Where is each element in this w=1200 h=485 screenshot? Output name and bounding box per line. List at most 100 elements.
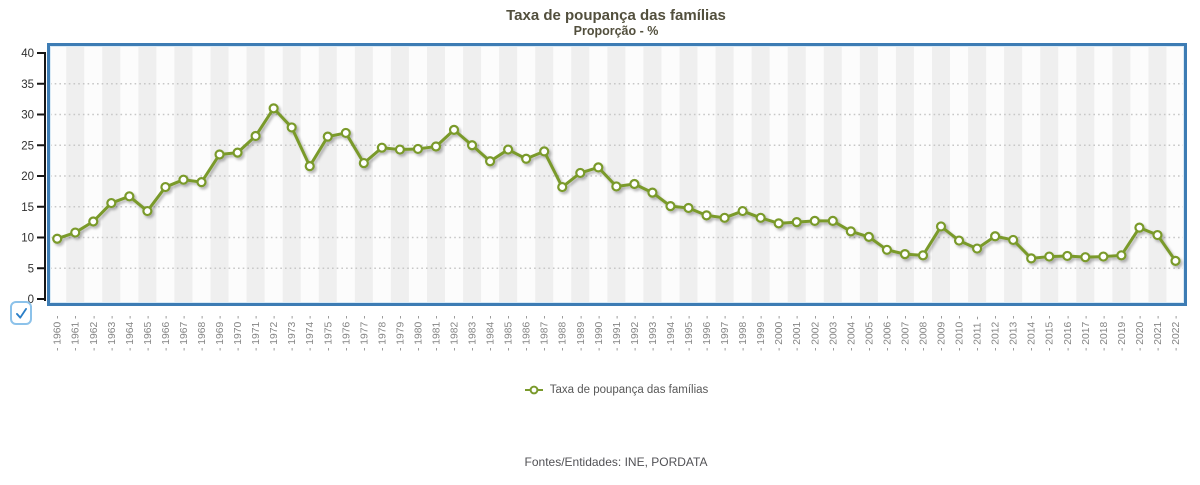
data-point[interactable] xyxy=(521,153,532,164)
data-point[interactable] xyxy=(466,140,478,151)
data-point[interactable] xyxy=(1080,252,1091,263)
data-point[interactable] xyxy=(647,187,658,198)
data-point[interactable] xyxy=(845,226,856,237)
data-point[interactable] xyxy=(827,215,838,226)
data-point[interactable] xyxy=(1044,251,1055,262)
x-axis-label: - 1994 - xyxy=(666,316,677,352)
x-axis-label: - 1975 - xyxy=(323,316,334,352)
data-point[interactable] xyxy=(503,144,514,155)
data-point[interactable] xyxy=(376,142,387,153)
data-point[interactable] xyxy=(412,143,424,155)
data-point[interactable] xyxy=(178,174,189,185)
x-axis-label: - 2019 - xyxy=(1117,316,1128,352)
data-point[interactable] xyxy=(917,250,929,261)
x-axis-label: - 1989 - xyxy=(576,316,587,352)
stripe-band xyxy=(499,46,518,303)
data-point[interactable] xyxy=(899,249,911,260)
data-point[interactable] xyxy=(142,205,153,217)
data-point[interactable] xyxy=(629,178,640,190)
data-point[interactable] xyxy=(484,156,496,167)
data-point[interactable] xyxy=(124,191,135,202)
data-point[interactable] xyxy=(52,233,63,244)
stripe-band xyxy=(968,46,987,303)
x-axis-label: - 2014 - xyxy=(1027,316,1038,352)
data-point[interactable] xyxy=(358,157,369,169)
x-axis-label: - 2009 - xyxy=(937,316,948,352)
data-point[interactable] xyxy=(935,221,947,232)
data-point[interactable] xyxy=(250,130,261,142)
data-point[interactable] xyxy=(1152,229,1163,241)
data-point[interactable] xyxy=(593,162,604,173)
data-point[interactable] xyxy=(701,210,712,221)
stripe-band xyxy=(354,46,373,303)
data-point[interactable] xyxy=(1026,253,1037,264)
series-toggle-checkbox[interactable] xyxy=(10,301,32,325)
data-point[interactable] xyxy=(70,227,81,238)
data-point[interactable] xyxy=(448,124,460,135)
stripe-band xyxy=(138,46,157,303)
data-point[interactable] xyxy=(665,201,676,212)
data-point[interactable] xyxy=(1062,250,1073,262)
data-point[interactable] xyxy=(322,131,333,142)
data-point[interactable] xyxy=(304,161,315,172)
data-point[interactable] xyxy=(1116,250,1127,261)
data-point[interactable] xyxy=(268,103,279,114)
data-point[interactable] xyxy=(539,146,550,157)
data-point[interactable] xyxy=(1170,255,1181,266)
x-axis-label: - 2022 - xyxy=(1171,316,1182,352)
data-point[interactable] xyxy=(755,212,766,223)
data-point[interactable] xyxy=(394,144,406,155)
data-point[interactable] xyxy=(971,243,983,254)
x-axis-label: - 1961 - xyxy=(71,316,82,352)
data-point[interactable] xyxy=(196,177,207,188)
data-point[interactable] xyxy=(106,197,117,209)
data-point[interactable] xyxy=(1008,234,1019,246)
x-axis-label: - 1962 - xyxy=(89,316,100,352)
data-point[interactable] xyxy=(1134,222,1145,233)
stripe-band xyxy=(643,46,662,303)
data-point[interactable] xyxy=(88,216,99,227)
x-axis-label: - 2016 - xyxy=(1063,316,1074,352)
data-point[interactable] xyxy=(953,235,965,246)
x-axis-label: - 1995 - xyxy=(684,316,695,352)
x-axis-label: - 1987 - xyxy=(540,316,551,352)
x-axis-label: - 2015 - xyxy=(1045,316,1056,352)
chart-title: Taxa de poupança das famílias xyxy=(506,7,726,24)
data-point[interactable] xyxy=(286,122,297,133)
data-point[interactable] xyxy=(575,167,586,179)
data-point[interactable] xyxy=(683,202,694,214)
x-axis-label: - 1976 - xyxy=(341,316,352,352)
legend: Taxa de poupança das famílias xyxy=(40,384,1192,396)
check-icon xyxy=(15,307,27,319)
data-point[interactable] xyxy=(232,147,243,158)
x-axis-label: - 1969 - xyxy=(215,316,226,352)
data-point[interactable] xyxy=(557,181,568,193)
data-point[interactable] xyxy=(791,217,802,228)
data-point[interactable] xyxy=(611,181,622,192)
data-point[interactable] xyxy=(881,244,893,255)
x-axis-label: - 1977 - xyxy=(359,316,370,352)
stripe-band xyxy=(679,46,698,303)
x-axis-label: - 2007 - xyxy=(900,316,911,352)
stripe-band xyxy=(751,46,770,303)
data-point[interactable] xyxy=(430,141,442,152)
stripe-band xyxy=(282,46,301,303)
data-point[interactable] xyxy=(1098,251,1109,262)
data-point[interactable] xyxy=(214,149,225,160)
legend-item[interactable]: Taxa de poupança das famílias xyxy=(524,384,709,396)
data-point[interactable] xyxy=(809,215,820,226)
x-axis-label: - 1965 - xyxy=(143,316,154,352)
data-point[interactable] xyxy=(863,231,874,242)
data-point[interactable] xyxy=(773,218,784,229)
data-point[interactable] xyxy=(719,212,730,223)
data-point[interactable] xyxy=(990,231,1001,242)
x-axis-label: - 1986 - xyxy=(522,316,533,352)
legend-item-label: Taxa de poupança das famílias xyxy=(549,384,709,396)
x-axis-label: - 1964 - xyxy=(125,316,136,352)
x-axis-label: - 2003 - xyxy=(828,316,839,352)
data-point[interactable] xyxy=(340,127,351,139)
x-axis-label: - 1992 - xyxy=(630,316,641,352)
data-point[interactable] xyxy=(737,205,748,217)
data-point[interactable] xyxy=(160,181,171,193)
